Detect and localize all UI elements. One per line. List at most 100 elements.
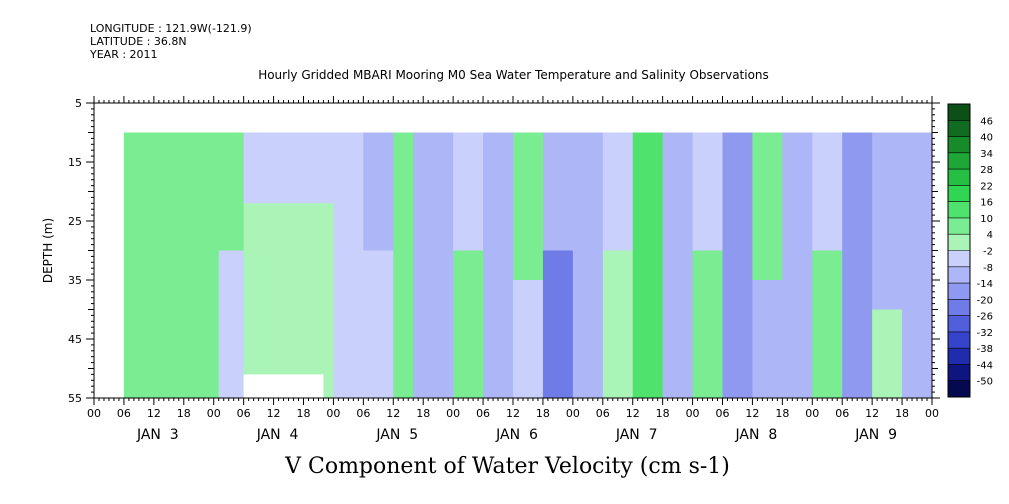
- colorbar-label: -32: [977, 328, 993, 339]
- x-tick-label: 00: [207, 407, 221, 420]
- x-day-label: JAN 3: [136, 427, 179, 443]
- x-tick-label: 00: [686, 407, 700, 420]
- heat-cell: [662, 132, 694, 399]
- heat-cell: [123, 132, 160, 399]
- x-tick-label: 06: [716, 407, 730, 420]
- heat-cell: [692, 250, 723, 399]
- heat-cell: [393, 132, 414, 399]
- colorbar-label: -26: [977, 312, 993, 323]
- heat-cell: [752, 132, 783, 281]
- heat-cell: [158, 132, 185, 222]
- x-day-label: JAN 4: [256, 427, 299, 443]
- colorbar-swatch: [948, 315, 970, 333]
- x-tick-label: 18: [536, 407, 550, 420]
- heat-cell: [243, 203, 334, 399]
- colorbar-swatch: [948, 120, 970, 138]
- x-tick-label: 06: [237, 407, 251, 420]
- heat-cell: [158, 221, 185, 399]
- chart-title: Hourly Gridded MBARI Mooring M0 Sea Wate…: [258, 68, 769, 82]
- y-axis-title: DEPTH (m): [41, 218, 55, 283]
- colorbar-swatch: [948, 169, 970, 186]
- x-tick-label: 12: [626, 407, 640, 420]
- colorbar-label: 10: [980, 214, 993, 225]
- colorbar-swatch: [948, 299, 970, 317]
- heat-cell: [513, 280, 544, 399]
- heat-cell: [453, 250, 484, 399]
- colorbar-swatch: [948, 250, 970, 268]
- x-tick-label: 00: [446, 407, 460, 420]
- x-tick-label: 12: [745, 407, 759, 420]
- heat-cell: [722, 132, 753, 399]
- heat-cell: [602, 132, 634, 251]
- heat-cell: [218, 250, 245, 399]
- x-tick-label: 18: [297, 407, 311, 420]
- x-tick-label: 12: [506, 407, 520, 420]
- colorbar-label: -2: [983, 247, 993, 258]
- x-day-label: JAN 7: [615, 427, 658, 443]
- heat-cell: [602, 250, 634, 399]
- x-tick-label: 18: [416, 407, 430, 420]
- x-tick-label: 06: [835, 407, 849, 420]
- colorbar-swatch: [948, 104, 970, 121]
- x-day-label: JAN 5: [375, 427, 418, 443]
- colorbar-swatch: [948, 348, 970, 365]
- colorbar-label: -20: [977, 295, 993, 306]
- y-tick-label: 45: [68, 333, 82, 346]
- heat-cell: [363, 250, 394, 399]
- colorbar-swatch: [948, 283, 970, 300]
- x-tick-label: 00: [326, 407, 340, 420]
- x-tick-label: 18: [775, 407, 789, 420]
- colorbar-label: 46: [980, 116, 993, 127]
- x-tick-label: 06: [476, 407, 490, 420]
- colorbar-label: 28: [980, 165, 993, 176]
- x-axis-title: V Component of Water Velocity (cm s-1): [285, 454, 730, 479]
- y-tick-label: 55: [68, 392, 82, 405]
- heat-cell: [692, 132, 723, 251]
- colorbar-swatch: [948, 364, 970, 382]
- heat-cell: [782, 132, 813, 399]
- colorbar-swatch: [948, 201, 970, 219]
- missing-data-cell: [243, 374, 324, 398]
- y-tick-label: 5: [75, 97, 82, 110]
- longitude-label: LONGITUDE : 121.9W(-121.9): [90, 22, 252, 35]
- colorbar-swatch: [948, 331, 970, 349]
- heat-cell: [752, 280, 783, 399]
- heat-cell: [218, 132, 245, 192]
- heat-cell: [333, 132, 364, 399]
- x-tick-label: 18: [895, 407, 909, 420]
- heat-cell: [812, 132, 843, 251]
- colorbar-swatch: [948, 136, 970, 154]
- colorbar-swatch: [948, 185, 970, 203]
- x-tick-label: 00: [925, 407, 939, 420]
- colorbar-label: 34: [980, 149, 993, 160]
- y-tick-label: 15: [68, 156, 82, 169]
- x-tick-label: 00: [87, 407, 101, 420]
- heat-cell: [218, 191, 245, 251]
- colorbar-swatch: [948, 234, 970, 251]
- heat-cell: [842, 132, 873, 399]
- heat-cell: [812, 250, 843, 399]
- x-tick-label: 06: [596, 407, 610, 420]
- latitude-label: LATITUDE : 36.8N: [90, 35, 187, 48]
- x-tick-label: 06: [356, 407, 370, 420]
- heat-cell: [413, 132, 454, 399]
- x-tick-label: 18: [656, 407, 670, 420]
- colorbar-swatch: [948, 152, 970, 170]
- colorbar-label: 16: [980, 198, 993, 209]
- colorbar-swatch: [948, 217, 970, 235]
- heat-cell: [183, 132, 220, 399]
- x-tick-label: 00: [805, 407, 819, 420]
- x-day-label: JAN 9: [854, 427, 897, 443]
- heat-cell: [542, 132, 574, 251]
- colorbar-label: 40: [980, 133, 993, 144]
- heat-cell: [872, 132, 903, 310]
- colorbar-swatch: [948, 380, 970, 398]
- colorbar-label: -50: [977, 377, 993, 388]
- colorbar-label: 22: [980, 181, 993, 192]
- heat-cell: [453, 132, 484, 251]
- year-label: YEAR : 2011: [90, 48, 158, 61]
- x-tick-label: 06: [117, 407, 131, 420]
- heat-cell: [363, 132, 394, 251]
- colorbar-swatch: [948, 266, 970, 284]
